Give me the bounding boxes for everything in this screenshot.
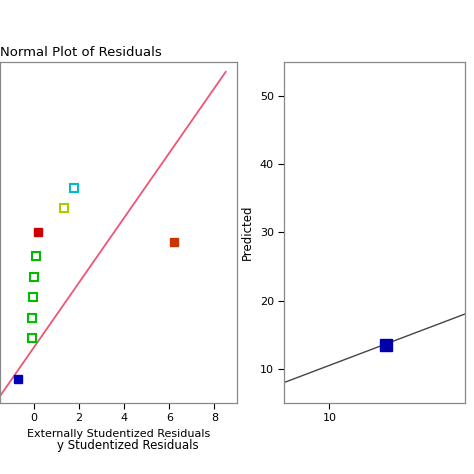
Text: Normal Plot of Residuals: Normal Plot of Residuals bbox=[0, 46, 162, 59]
Text: y Studentized Residuals: y Studentized Residuals bbox=[57, 439, 199, 452]
X-axis label: Externally Studentized Residuals: Externally Studentized Residuals bbox=[27, 429, 210, 439]
Y-axis label: Predicted: Predicted bbox=[241, 204, 255, 260]
